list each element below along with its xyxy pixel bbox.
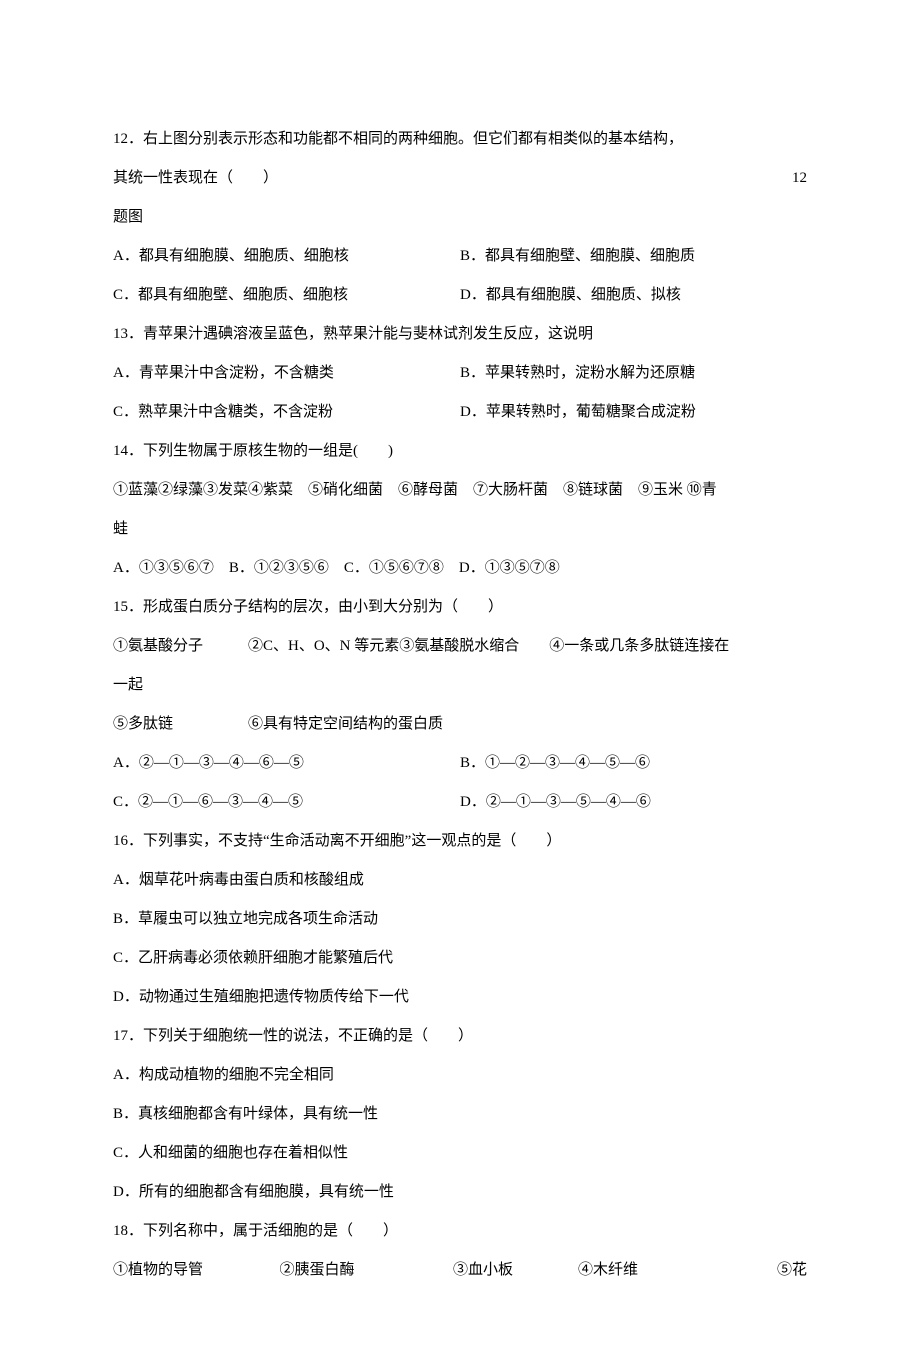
- q16-option-c: C．乙肝病毒必须依赖肝细胞才能繁殖后代: [113, 939, 807, 978]
- q12-options-row2: C．都具有细胞壁、细胞质、细胞核 D．都具有细胞膜、细胞质、拟核: [113, 276, 807, 315]
- q12-stem-line1: 12．右上图分别表示形态和功能都不相同的两种细胞。但它们都有相类似的基本结构，: [113, 120, 807, 159]
- q17-option-a: A．构成动植物的细胞不完全相同: [113, 1056, 807, 1095]
- q12-stem-line2: 其统一性表现在（ ） 12: [113, 159, 807, 198]
- q15-stem: 15．形成蛋白质分子结构的层次，由小到大分别为（ ）: [113, 588, 807, 627]
- q13-options-row2: C．熟苹果汁中含糖类，不含淀粉 D．苹果转熟时，葡萄糖聚合成淀粉: [113, 393, 807, 432]
- q12-stem-line2-left: 其统一性表现在（ ）: [113, 159, 278, 198]
- q15-option-d: D．②—①—③—⑤—④—⑥: [460, 783, 807, 822]
- q14-option-a: A．①③⑤⑥⑦: [113, 560, 214, 576]
- q17-option-d: D．所有的细胞都含有细胞膜，具有统一性: [113, 1173, 807, 1212]
- q15-options-row1: A．②—①—③—④—⑥—⑤ B．①—②—③—④—⑤—⑥: [113, 744, 807, 783]
- q17-option-c: C．人和细菌的细胞也存在着相似性: [113, 1134, 807, 1173]
- q17-option-b: B．真核细胞都含有叶绿体，具有统一性: [113, 1095, 807, 1134]
- q15-items-line3: ⑤多肽链 ⑥具有特定空间结构的蛋白质: [113, 705, 807, 744]
- q13-option-d: D．苹果转熟时，葡萄糖聚合成淀粉: [460, 393, 807, 432]
- q13-options-row1: A．青苹果汁中含淀粉，不含糖类 B．苹果转熟时，淀粉水解为还原糖: [113, 354, 807, 393]
- q14-option-c: C．①⑤⑥⑦⑧: [344, 560, 444, 576]
- q18-item-1: ①植物的导管: [113, 1251, 280, 1290]
- q15-option-b: B．①—②—③—④—⑤—⑥: [460, 744, 807, 783]
- q18-stem: 18．下列名称中，属于活细胞的是（ ）: [113, 1212, 807, 1251]
- q16-option-b: B．草履虫可以独立地完成各项生命活动: [113, 900, 807, 939]
- q14-items-line1: ①蓝藻②绿藻③发菜④紫菜 ⑤硝化细菌 ⑥酵母菌 ⑦大肠杆菌 ⑧链球菌 ⑨玉米 ⑩…: [113, 471, 807, 510]
- q14-options: A．①③⑤⑥⑦ B．①②③⑤⑥ C．①⑤⑥⑦⑧ D．①③⑤⑦⑧: [113, 549, 807, 588]
- q18-items-row: ①植物的导管 ②胰蛋白酶 ③血小板 ④木纤维 ⑤花: [113, 1251, 807, 1290]
- q17-stem: 17．下列关于细胞统一性的说法，不正确的是（ ）: [113, 1017, 807, 1056]
- q13-option-b: B．苹果转熟时，淀粉水解为还原糖: [460, 354, 807, 393]
- q14-stem: 14．下列生物属于原核生物的一组是( ): [113, 432, 807, 471]
- q12-figure-ref: 12: [792, 159, 807, 198]
- q18-item-5: ⑤花: [724, 1251, 807, 1290]
- q13-stem: 13．青苹果汁遇碘溶液呈蓝色，熟苹果汁能与斐林试剂发生反应，这说明: [113, 315, 807, 354]
- q12-options-row1: A．都具有细胞膜、细胞质、细胞核 B．都具有细胞壁、细胞膜、细胞质: [113, 237, 807, 276]
- q14-option-d: D．①③⑤⑦⑧: [459, 560, 560, 576]
- q12-stem-line3: 题图: [113, 198, 807, 237]
- q15-items-line1: ①氨基酸分子 ②C、H、O、N 等元素③氨基酸脱水缩合 ④一条或几条多肽链连接在: [113, 627, 807, 666]
- q16-option-a: A．烟草花叶病毒由蛋白质和核酸组成: [113, 861, 807, 900]
- q18-item-2: ②胰蛋白酶: [280, 1251, 454, 1290]
- q12-option-c: C．都具有细胞壁、细胞质、细胞核: [113, 276, 460, 315]
- q14-option-b: B．①②③⑤⑥: [229, 560, 329, 576]
- q16-option-d: D．动物通过生殖细胞把遗传物质传给下一代: [113, 978, 807, 1017]
- q15-options-row2: C．②—①—⑥—③—④—⑤ D．②—①—③—⑤—④—⑥: [113, 783, 807, 822]
- q12-option-b: B．都具有细胞壁、细胞膜、细胞质: [460, 237, 807, 276]
- q16-stem: 16．下列事实，不支持“生命活动离不开细胞”这一观点的是（ ）: [113, 822, 807, 861]
- page: 12．右上图分别表示形态和功能都不相同的两种细胞。但它们都有相类似的基本结构， …: [0, 0, 920, 1350]
- q18-item-4: ④木纤维: [578, 1251, 724, 1290]
- q18-item-3: ③血小板: [453, 1251, 578, 1290]
- q15-option-a: A．②—①—③—④—⑥—⑤: [113, 744, 460, 783]
- q15-option-c: C．②—①—⑥—③—④—⑤: [113, 783, 460, 822]
- q12-option-a: A．都具有细胞膜、细胞质、细胞核: [113, 237, 460, 276]
- q14-items-line2: 蛙: [113, 510, 807, 549]
- q13-option-a: A．青苹果汁中含淀粉，不含糖类: [113, 354, 460, 393]
- q15-items-line2: 一起: [113, 666, 807, 705]
- q13-option-c: C．熟苹果汁中含糖类，不含淀粉: [113, 393, 460, 432]
- q12-option-d: D．都具有细胞膜、细胞质、拟核: [460, 276, 807, 315]
